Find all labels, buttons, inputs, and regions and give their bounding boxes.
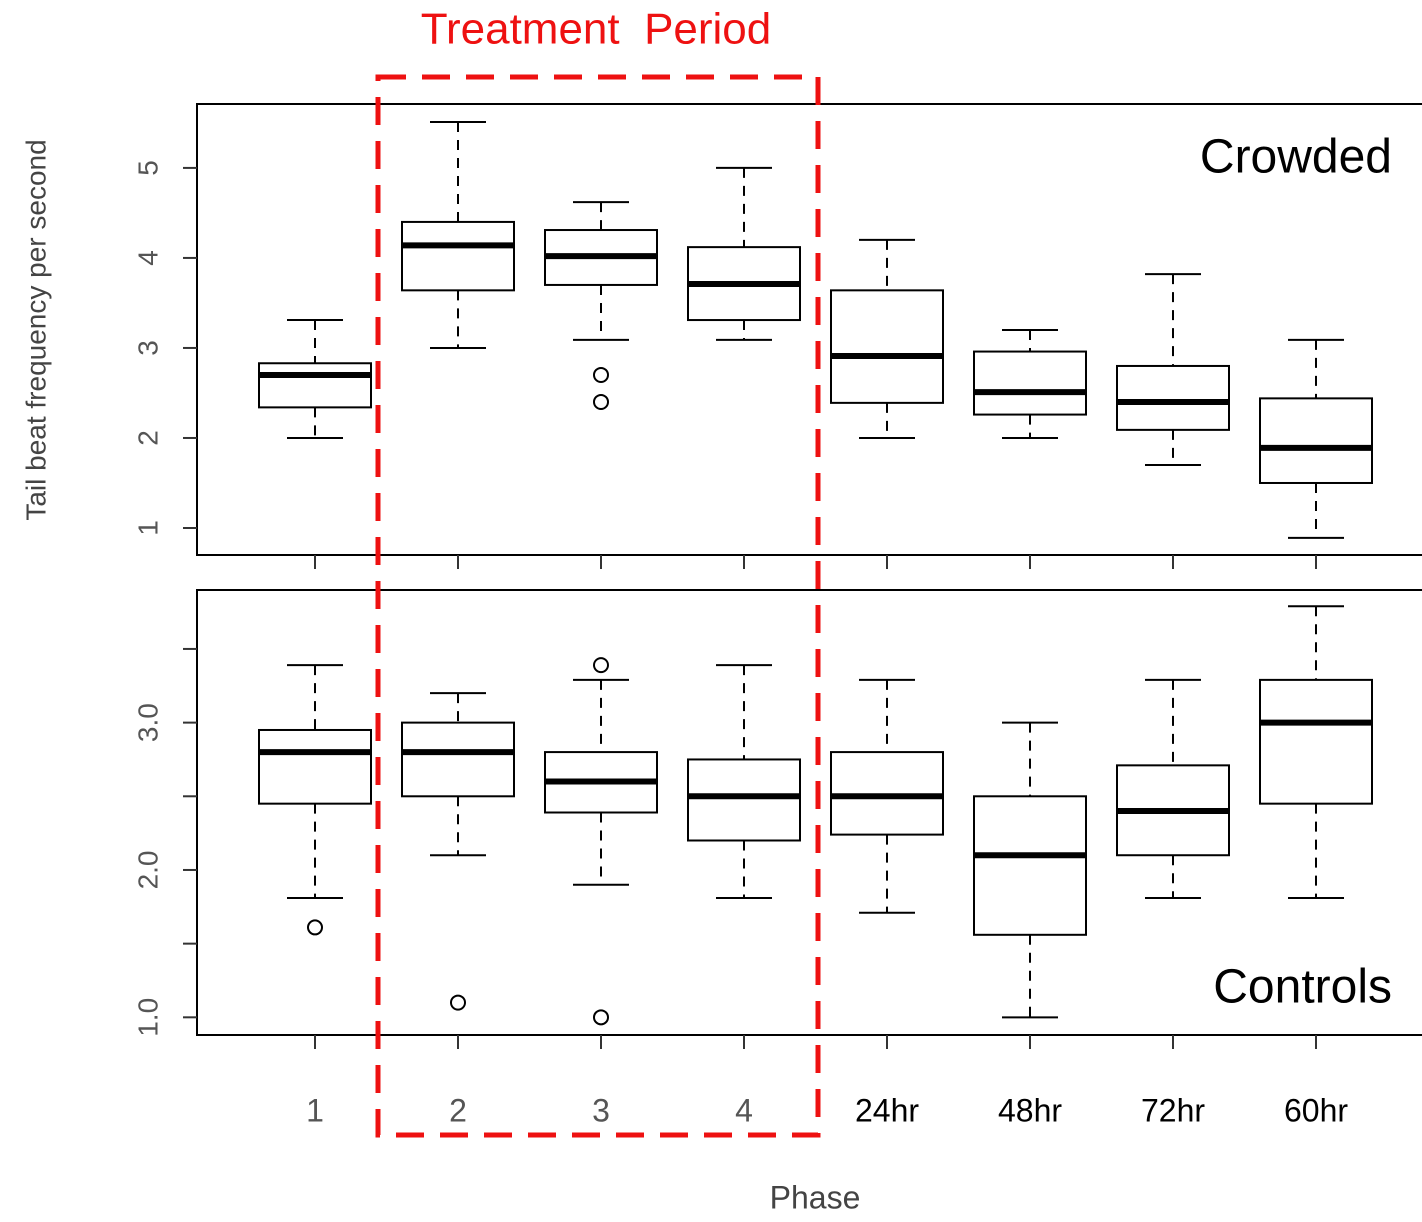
box bbox=[830, 289, 944, 404]
y-tick-label: 3.0 bbox=[132, 703, 163, 742]
box bbox=[1259, 397, 1373, 484]
x-tick-label: 1 bbox=[306, 1092, 324, 1128]
x-tick-label: 3 bbox=[592, 1092, 610, 1128]
box bbox=[401, 721, 515, 798]
box bbox=[258, 728, 372, 805]
panel-label: Crowded bbox=[1200, 131, 1392, 184]
x-tick-label: 4 bbox=[735, 1092, 753, 1128]
box bbox=[973, 350, 1087, 416]
outlier bbox=[307, 919, 323, 936]
x-tick-label: 48hr bbox=[998, 1092, 1062, 1128]
y-tick-label: 1 bbox=[132, 520, 163, 536]
x-tick-label: 60hr bbox=[1284, 1092, 1348, 1128]
x-tick-label: 2 bbox=[449, 1092, 467, 1128]
y-tick-label: 5 bbox=[132, 160, 163, 176]
outlier bbox=[593, 366, 609, 383]
box bbox=[1116, 364, 1230, 431]
x-axis-label: Phase bbox=[770, 1179, 861, 1215]
y-tick-label: 2.0 bbox=[132, 850, 163, 889]
annotation: Treatment Period bbox=[421, 5, 772, 54]
outlier bbox=[593, 393, 609, 410]
outlier bbox=[593, 657, 609, 674]
box bbox=[687, 758, 801, 842]
y-tick-label: 4 bbox=[132, 250, 163, 266]
x-tick-label: 72hr bbox=[1141, 1092, 1205, 1128]
panel-frame bbox=[196, 589, 1422, 1036]
box bbox=[1259, 678, 1373, 805]
box bbox=[258, 362, 372, 409]
treatment-period-box bbox=[375, 74, 821, 1138]
x-tick-label: 24hr bbox=[855, 1092, 919, 1128]
panel-label: Controls bbox=[1213, 961, 1392, 1014]
y-tick-label: 1.0 bbox=[132, 998, 163, 1037]
outlier bbox=[593, 1009, 609, 1026]
y-tick-label: 3 bbox=[132, 340, 163, 356]
box bbox=[401, 220, 515, 292]
box bbox=[973, 795, 1087, 936]
y-tick-label: 2 bbox=[132, 430, 163, 446]
outlier bbox=[450, 994, 466, 1011]
y-axis-label: Tail beat frequency per second bbox=[20, 139, 51, 520]
